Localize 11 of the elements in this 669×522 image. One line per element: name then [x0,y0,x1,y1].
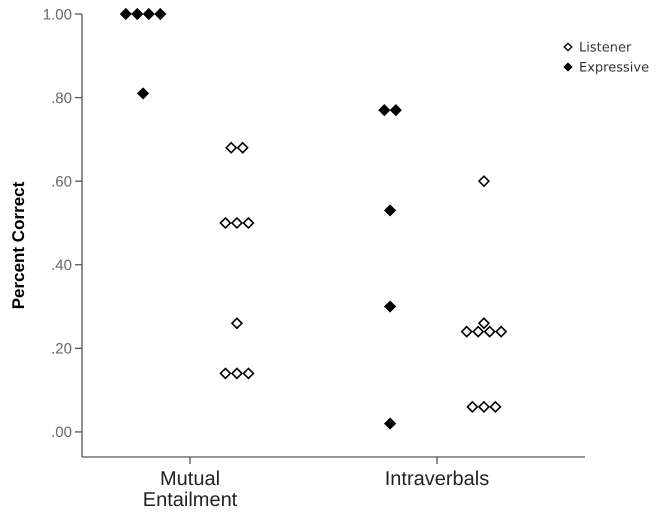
y-tick-label: .60 [51,173,72,190]
y-tick-label: .40 [51,257,72,274]
y-tick-label: 1.00 [42,6,72,24]
legend-label: Listener [579,40,632,56]
y-tick-label: .00 [51,424,72,442]
x-tick-label: Mutual Entailment [142,468,238,511]
y-tick-label: .80 [51,90,72,107]
legend-label: Expressive [579,60,650,76]
y-tick-label: .20 [51,340,72,358]
x-tick-label: Intraverbals [384,468,490,490]
y-axis-title: Percent Correct [9,181,28,310]
